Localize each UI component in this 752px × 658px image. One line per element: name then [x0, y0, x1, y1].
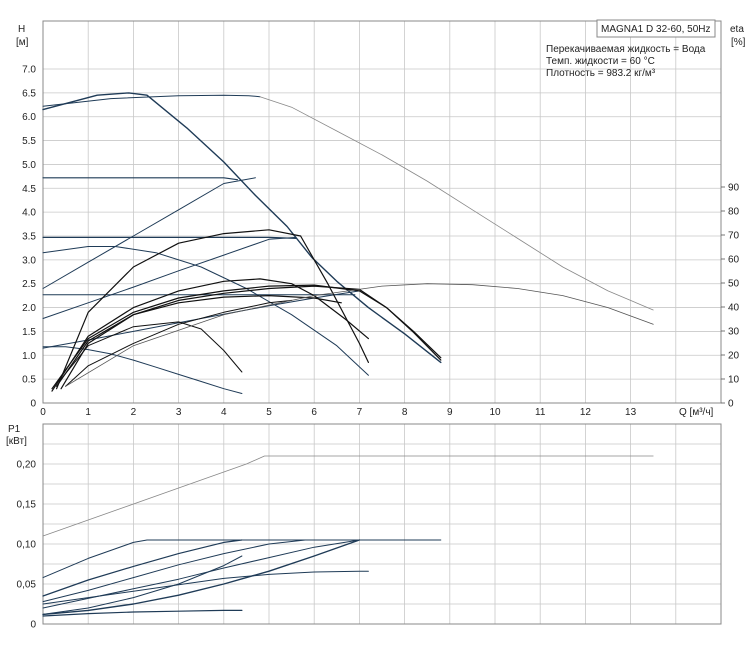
head-efficiency-plot: 0 0.5 1.0 1.5 2.0 2.5 3.0 3.5 4.0 4.5 5.0 5.5 6.0 6.5…	[22, 20, 740, 418]
y2-tick-label: 80	[728, 207, 740, 218]
y-tick-label: 6.5	[22, 88, 36, 99]
y2-tick-label: 90	[728, 183, 740, 194]
power-curve-8	[42, 609, 243, 617]
head-curve-5	[42, 236, 297, 239]
y-axis-unit: [м]	[16, 37, 29, 48]
y-axis-symbol: H	[18, 24, 25, 35]
power-curve-7	[42, 570, 369, 605]
y2-tick-label: 60	[728, 255, 740, 266]
top-plot-frame	[42, 20, 722, 404]
y-tick-label: 0.5	[22, 375, 36, 386]
x-tick-label: 12	[580, 407, 592, 418]
y-tick-label: 1.0	[22, 351, 36, 362]
y-tick-label: 4.0	[22, 208, 36, 219]
head-curve-12	[55, 229, 302, 390]
y-tick-label: 3.5	[22, 232, 36, 243]
x-tick-label: 5	[266, 407, 272, 418]
power-axis-symbol: P1	[8, 424, 21, 435]
y-tick-label: 0	[30, 399, 36, 410]
y-tick-label: 4.5	[22, 184, 36, 195]
power-curve-9	[42, 555, 243, 615]
y-tick-label: 5.5	[22, 136, 36, 147]
head-curve-3	[259, 96, 654, 311]
head-curve-20	[65, 283, 654, 387]
head-curve-4	[42, 177, 238, 181]
title-frame	[596, 19, 716, 38]
info-density: Плотность = 983.2 кг/м³	[546, 68, 656, 79]
power-tick-label: 0,10	[17, 540, 37, 551]
power-curve-2	[42, 539, 442, 579]
x-tick-label: 8	[402, 407, 408, 418]
y2-axis-unit: [%]	[731, 37, 746, 48]
head-curve-2	[42, 94, 261, 107]
y-tick-label: 1.5	[22, 327, 36, 338]
power-tick-label: 0,05	[17, 580, 37, 591]
y2-tick-label: 40	[728, 303, 740, 314]
x-tick-label: 13	[625, 407, 637, 418]
x-tick-label: 4	[221, 407, 227, 418]
head-curve-18	[60, 321, 243, 380]
x-tick-label: 7	[357, 407, 363, 418]
head-curve-16	[60, 285, 442, 390]
power-axis-unit: [кВт]	[6, 436, 27, 447]
head-curve-7	[42, 246, 369, 376]
head-curve-13	[300, 235, 369, 363]
y2-tick-label: 30	[728, 327, 740, 338]
power-curve-4	[42, 539, 306, 603]
power-tick-label: 0,20	[17, 460, 37, 471]
power-curve-5	[42, 539, 360, 609]
x-tick-label: 1	[85, 407, 91, 418]
x-tick-label: 0	[40, 407, 46, 418]
x-tick-label: 10	[489, 407, 501, 418]
x-axis-label: Q [м³/ч]	[679, 407, 714, 418]
power-curve-1	[42, 455, 654, 537]
y-tick-label: 5.0	[22, 160, 36, 171]
x-tick-label: 3	[176, 407, 182, 418]
x-tick-label: 2	[131, 407, 137, 418]
y2-tick-label: 20	[728, 351, 740, 362]
head-curve-14	[51, 278, 369, 392]
bottom-plot-frame	[42, 423, 722, 625]
head-curve-10	[42, 236, 297, 319]
power-plot: 0 0,05 0,10 0,15 0,20	[17, 423, 722, 631]
head-curve-1	[42, 92, 442, 364]
head-curve-19	[65, 299, 293, 387]
chart-title: MAGNA1 D 32-60, 50Hz	[601, 24, 711, 35]
head-curve-8	[42, 346, 243, 394]
y-tick-label: 3.0	[22, 255, 36, 266]
y-tick-label: 6.0	[22, 112, 36, 123]
x-tick-label: 6	[311, 407, 317, 418]
y2-tick-label: 50	[728, 279, 740, 290]
y-tick-label: 7.0	[22, 65, 36, 76]
y2-axis-symbol: eta	[730, 24, 744, 35]
power-curve-6	[42, 539, 361, 616]
power-curve-3	[42, 539, 243, 597]
power-tick-label: 0	[30, 620, 36, 631]
info-fluid: Перекачиваемая жидкость = Вода	[546, 44, 706, 55]
head-curve-9	[42, 177, 256, 289]
power-tick-label: 0,15	[17, 500, 37, 511]
y-tick-label: 2.5	[22, 279, 36, 290]
legend-box: MAGNA1 D 32-60, 50Hz Перекачиваемая жидк…	[546, 19, 716, 79]
y-tick-label: 2.0	[22, 303, 36, 314]
y2-tick-label: 10	[728, 375, 740, 386]
x-tick-label: 9	[447, 407, 453, 418]
y2-tick-label: 0	[728, 399, 734, 410]
y2-tick-label: 70	[728, 231, 740, 242]
info-temperature: Темп. жидкости = 60 °C	[546, 56, 655, 67]
x-tick-label: 11	[535, 407, 546, 418]
